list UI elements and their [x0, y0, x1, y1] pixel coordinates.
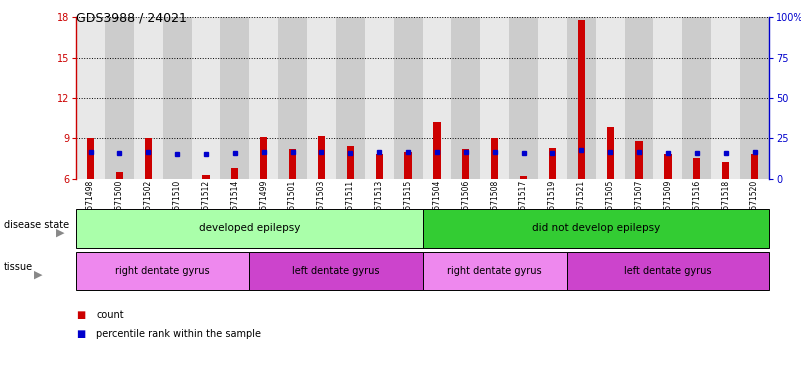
- Text: right dentate gyrus: right dentate gyrus: [115, 266, 210, 276]
- Bar: [664, 154, 671, 179]
- Bar: [116, 172, 123, 179]
- Bar: [289, 149, 296, 179]
- Bar: [654, 17, 682, 179]
- Bar: [87, 138, 95, 179]
- Text: did not develop epilepsy: did not develop epilepsy: [532, 223, 660, 233]
- Bar: [567, 17, 596, 179]
- Bar: [481, 17, 509, 179]
- Bar: [163, 17, 191, 179]
- Bar: [682, 17, 711, 179]
- Text: left dentate gyrus: left dentate gyrus: [292, 266, 380, 276]
- Bar: [549, 148, 556, 179]
- Bar: [711, 17, 740, 179]
- Text: tissue: tissue: [4, 262, 33, 272]
- Bar: [260, 137, 268, 179]
- Bar: [249, 17, 278, 179]
- Bar: [134, 17, 163, 179]
- Bar: [625, 17, 654, 179]
- Bar: [231, 168, 239, 179]
- Bar: [347, 146, 354, 179]
- Text: ▶: ▶: [56, 227, 65, 237]
- Bar: [145, 138, 152, 179]
- Text: ■: ■: [76, 329, 86, 339]
- Bar: [452, 17, 481, 179]
- Bar: [76, 17, 105, 179]
- Bar: [191, 17, 220, 179]
- Bar: [405, 152, 412, 179]
- Bar: [278, 17, 307, 179]
- Bar: [596, 17, 625, 179]
- Bar: [336, 17, 364, 179]
- Bar: [578, 20, 585, 179]
- Text: developed epilepsy: developed epilepsy: [199, 223, 300, 233]
- Bar: [307, 17, 336, 179]
- Bar: [433, 122, 441, 179]
- Text: right dentate gyrus: right dentate gyrus: [448, 266, 542, 276]
- Text: disease state: disease state: [4, 220, 69, 230]
- Bar: [538, 17, 567, 179]
- Bar: [740, 17, 769, 179]
- Text: left dentate gyrus: left dentate gyrus: [624, 266, 711, 276]
- Bar: [491, 138, 498, 179]
- Bar: [693, 159, 700, 179]
- Text: ▶: ▶: [34, 270, 43, 280]
- Bar: [722, 162, 729, 179]
- Bar: [220, 17, 249, 179]
- Bar: [462, 149, 469, 179]
- Bar: [364, 17, 393, 179]
- Bar: [520, 176, 527, 179]
- Bar: [422, 17, 452, 179]
- Text: count: count: [96, 310, 123, 320]
- Bar: [751, 154, 758, 179]
- Bar: [318, 136, 325, 179]
- Bar: [105, 17, 134, 179]
- Bar: [174, 179, 181, 189]
- Text: GDS3988 / 24021: GDS3988 / 24021: [76, 12, 187, 25]
- Bar: [606, 127, 614, 179]
- Bar: [509, 17, 538, 179]
- Text: percentile rank within the sample: percentile rank within the sample: [96, 329, 261, 339]
- Text: ■: ■: [76, 310, 86, 320]
- Bar: [203, 175, 210, 179]
- Bar: [635, 141, 642, 179]
- Bar: [376, 154, 383, 179]
- Bar: [393, 17, 422, 179]
